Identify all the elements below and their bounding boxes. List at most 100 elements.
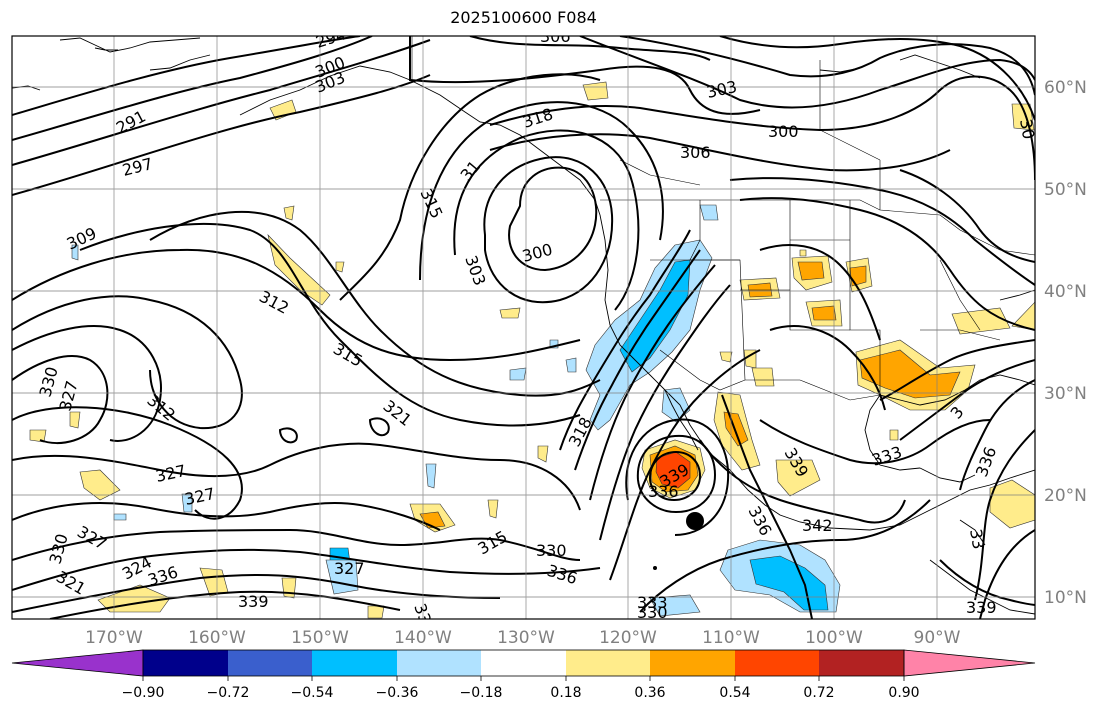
coastline: [599, 214, 831, 529]
contour-label: 330: [536, 541, 567, 560]
contour-line: [959, 379, 1035, 491]
border: [849, 200, 881, 395]
contour-line: [339, 73, 601, 301]
colorbar-segment: [650, 650, 735, 676]
point-marker: [653, 566, 657, 570]
colorbar-segment: [566, 650, 650, 676]
contour-line: [619, 36, 1035, 96]
shade-orange: [723, 411, 749, 447]
contour-label: 336: [648, 482, 679, 501]
contour-line: [79, 222, 581, 427]
shade-yellow: [719, 351, 733, 363]
contour-line: [639, 499, 931, 613]
colorbar-tick-label: 0.72: [803, 685, 834, 701]
contour-label: 333: [637, 593, 668, 612]
shade-blue: [425, 463, 437, 489]
colorbar-segment: [481, 650, 566, 676]
shade-blue: [649, 594, 701, 617]
colorbar: −0.90 −0.72 −0.54 −0.36 −0.18 0.18 0.36 …: [11, 649, 1036, 701]
shade-yellow: [751, 367, 775, 387]
contour-label: 306: [540, 27, 571, 46]
border: [939, 259, 981, 331]
lon-axis: 170°W 160°W 150°W 140°W 130°W 120°W 110°…: [85, 628, 961, 648]
border-layer: [411, 36, 1035, 401]
contour-line: [368, 417, 390, 437]
contour-line: [899, 169, 1035, 263]
shade-yellow: [775, 459, 821, 497]
contour-line: [579, 36, 1035, 109]
border: [789, 200, 850, 331]
contour-line: [769, 325, 886, 411]
contour-line: [636, 434, 717, 514]
chart-title: 2025100600 F084: [450, 8, 597, 27]
shade-orange: [859, 349, 961, 399]
contour-line: [599, 284, 731, 541]
colorbar-segment: [819, 650, 904, 676]
lon-label: 90°W: [914, 628, 961, 648]
coastline: [829, 469, 1035, 531]
contour-line: [12, 548, 601, 591]
lon-label: 110°W: [702, 628, 760, 648]
lon-label: 150°W: [291, 628, 349, 648]
contour-label: 339: [966, 598, 997, 617]
contour-line: [729, 177, 1035, 286]
contour-line: [559, 229, 691, 451]
contour-line: [12, 74, 431, 196]
coastline: [899, 54, 981, 79]
coastline: [819, 67, 861, 73]
shade-orange: [811, 305, 837, 321]
contour-line: [149, 210, 601, 397]
coastline: [959, 519, 986, 546]
contour-line: [574, 249, 701, 471]
contour-label: 330: [637, 603, 668, 622]
gridlines: [12, 36, 1035, 619]
contour-line: [721, 394, 813, 619]
contour-label: 342: [802, 516, 833, 535]
coastline: [59, 37, 201, 53]
coastline: [409, 79, 601, 216]
contour-line: [12, 325, 162, 442]
contour-line: [12, 528, 581, 561]
contour-label: 306: [680, 143, 711, 162]
contour-line: [879, 339, 1035, 401]
contour-line: [489, 133, 951, 172]
lat-label: 50°N: [1044, 180, 1087, 200]
contour-line: [469, 36, 711, 61]
contour-line: [974, 429, 1035, 601]
coastline: [929, 559, 1035, 615]
shade-yellow: [281, 577, 297, 599]
colorbar-tick-label: −0.72: [207, 685, 250, 701]
contour-label-layer: 294 300 303 306 291 297 318 303 300 306 …: [36, 27, 1038, 622]
shade-blue: [113, 513, 127, 521]
contour-line: [12, 295, 243, 430]
lon-label: 120°W: [599, 628, 657, 648]
contour-line: [409, 36, 761, 115]
lat-label: 40°N: [1044, 282, 1087, 302]
coastline: [664, 389, 699, 451]
colorbar-tick-label: 0.18: [550, 685, 581, 701]
contour-line: [508, 166, 598, 272]
contour-line: [12, 355, 109, 445]
coastline: [879, 374, 1035, 406]
colorbar-tick-label: −0.90: [122, 685, 165, 701]
lon-label: 170°W: [85, 628, 143, 648]
lat-label: 30°N: [1044, 384, 1087, 404]
contour-line: [625, 418, 730, 536]
shade-yellow: [367, 605, 385, 619]
shade-blue: [181, 493, 193, 513]
contour-line: [483, 156, 614, 304]
colorbar-segment: [228, 650, 312, 676]
contour-label: 30: [1016, 117, 1038, 140]
colorbar-tick-label: 0.54: [719, 685, 750, 701]
contour-label: 339: [238, 592, 269, 611]
colorbar-tick-label: 0.36: [634, 685, 665, 701]
contour-line: [12, 39, 431, 166]
contour-line: [453, 129, 640, 311]
contour-line: [12, 36, 373, 141]
border: [659, 349, 881, 401]
lat-label: 20°N: [1044, 486, 1087, 506]
shade-yellow: [537, 445, 549, 463]
shade-blue: [509, 367, 527, 381]
coastline: [919, 467, 976, 483]
